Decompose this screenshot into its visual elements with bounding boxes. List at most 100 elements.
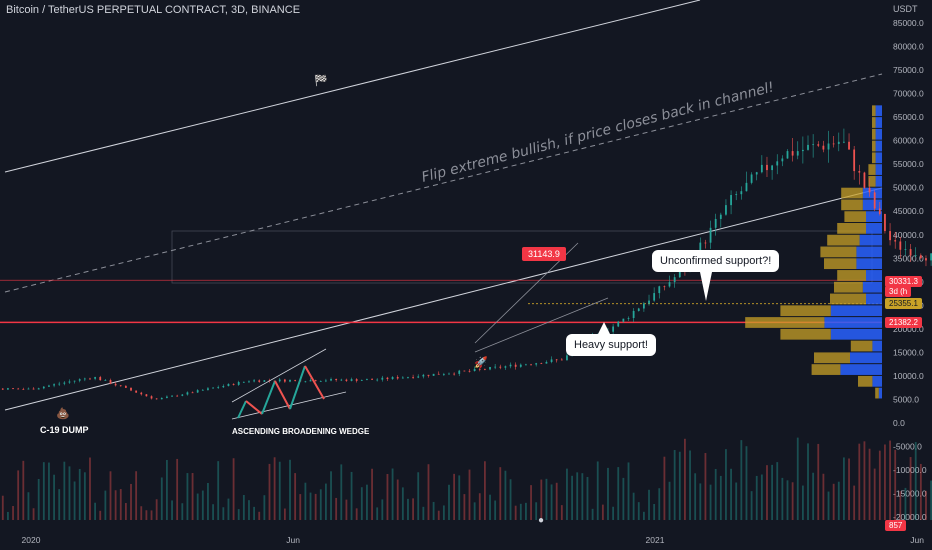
volume-bar: [858, 443, 861, 520]
volume-bar: [7, 511, 9, 520]
volume-profile-buy-bar: [780, 328, 831, 340]
candle-body: [63, 382, 66, 384]
volume-bar: [417, 472, 420, 520]
volume-bar: [299, 494, 302, 520]
candle-body: [345, 379, 348, 381]
candle-body: [822, 145, 825, 150]
volume-bar: [504, 470, 507, 520]
volume-profile-sell-bar: [830, 305, 882, 317]
y-tick-label: 35000.0: [893, 253, 924, 263]
volume-bar: [345, 499, 348, 520]
volume-profile-buy-bar: [745, 317, 825, 328]
volume-bar: [817, 443, 820, 520]
candle-body: [760, 164, 763, 173]
volume-bar: [386, 474, 389, 520]
candle-body: [858, 171, 861, 173]
volume-profile-buy-bar: [841, 199, 863, 211]
candle-body: [427, 374, 430, 376]
candle-body: [412, 376, 414, 378]
volume-bar: [473, 502, 476, 520]
candle-body: [494, 366, 497, 368]
candle-body: [53, 384, 55, 386]
candle-body: [925, 258, 927, 261]
volume-bar: [273, 457, 276, 520]
volume-profile-sell-bar: [856, 258, 882, 270]
volume-bar: [812, 472, 815, 520]
volume-bar: [242, 495, 245, 520]
candle-body: [499, 366, 502, 368]
candle-body: [289, 380, 291, 382]
candle-body: [166, 396, 168, 398]
volume-bar: [227, 498, 230, 520]
volume-bar: [704, 453, 707, 520]
candle-body: [719, 214, 722, 219]
candle-body: [17, 388, 20, 390]
volume-bar: [863, 441, 866, 520]
volume-bar: [381, 499, 384, 520]
volume-profile-sell-bar: [859, 234, 882, 246]
volume-bar: [407, 498, 409, 520]
us-flag-icon[interactable]: ●: [538, 515, 545, 526]
volume-bar: [468, 469, 471, 520]
volume-bar: [525, 502, 527, 520]
candle-body: [740, 191, 743, 195]
volume-profile-sell-bar: [875, 175, 882, 187]
volume-bar: [304, 482, 307, 520]
volume-profile-sell-bar: [872, 340, 882, 352]
volume-bar: [130, 483, 132, 520]
candle-body: [319, 381, 322, 382]
volume-profile-sell-bar: [878, 387, 882, 399]
candle-body: [853, 149, 856, 172]
candle-body: [473, 368, 476, 372]
volume-bar: [725, 449, 727, 520]
volume-profile-buy-bar: [830, 293, 866, 305]
volume-bar: [350, 471, 353, 520]
volume-bar: [550, 484, 553, 520]
candle-body: [376, 379, 379, 381]
candle-body: [617, 321, 620, 327]
volume-bar: [796, 437, 799, 520]
volume-profile-buy-bar: [868, 175, 876, 187]
candle-body: [899, 241, 902, 250]
volume-bar: [53, 474, 55, 520]
volume-bar: [68, 466, 71, 520]
candle-body: [432, 373, 435, 376]
candle-body: [201, 389, 204, 391]
timeframe-tag: 3d (h: [885, 286, 912, 297]
y-tick-label: 60000.0: [893, 136, 924, 146]
y-tick-label: -20000.0: [893, 512, 927, 522]
candle-body: [135, 390, 138, 393]
candle-body: [340, 379, 343, 381]
axis-unit: USDT: [893, 4, 918, 14]
volume-bar: [566, 468, 568, 520]
volume-bar: [89, 457, 91, 520]
y-tick-label: 50000.0: [893, 183, 924, 193]
volume-profile-sell-bar: [875, 152, 882, 164]
candle-body: [453, 373, 456, 375]
volume-bar: [694, 473, 697, 520]
volume-profile-buy-bar: [827, 234, 860, 246]
volume-profile-sell-bar: [840, 364, 882, 375]
volume-profile-buy-bar: [844, 211, 866, 222]
volume-bar: [617, 467, 620, 520]
volume-bar: [637, 502, 640, 520]
volume-bar: [176, 458, 179, 520]
volume-bar: [330, 471, 332, 520]
candle-body: [1, 388, 4, 390]
volume-bar: [586, 476, 589, 520]
volume-bar: [289, 459, 291, 520]
volume-bar: [186, 473, 189, 520]
volume-profile-buy-bar: [837, 223, 866, 234]
volume-bar: [735, 482, 738, 520]
volume-bar: [494, 500, 497, 520]
candle-body: [525, 364, 527, 366]
candle-body: [7, 388, 9, 390]
wedge-upper-line: [231, 348, 327, 403]
channel-lower-line: [4, 187, 883, 411]
candle-body: [32, 388, 35, 390]
candle-body: [812, 144, 815, 146]
volume-bar: [930, 480, 932, 520]
candle-body: [555, 359, 558, 361]
